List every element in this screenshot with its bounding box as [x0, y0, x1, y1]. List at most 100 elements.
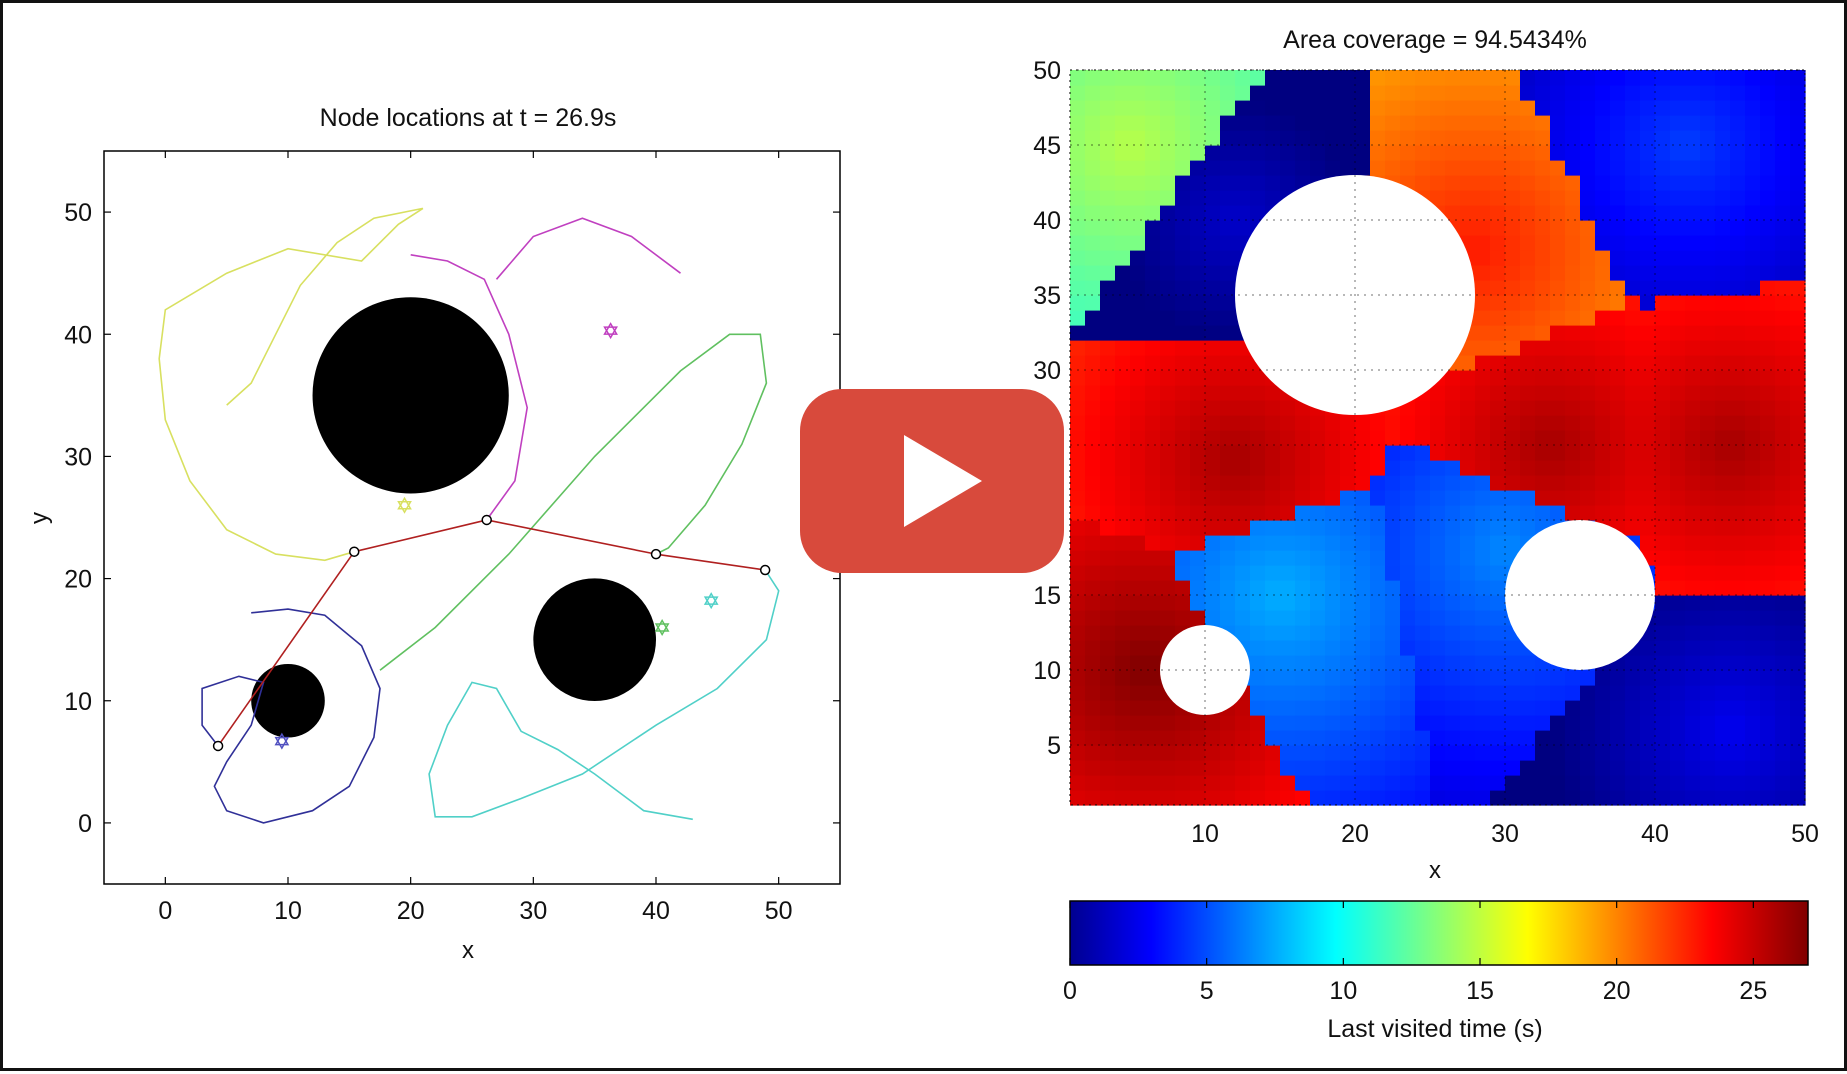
heatmap-cell	[1580, 505, 1596, 521]
heatmap-cell	[1460, 220, 1476, 236]
heatmap-cell	[1160, 400, 1176, 416]
heatmap-cell	[1745, 70, 1761, 86]
heatmap-cell	[1250, 130, 1266, 146]
heatmap-cell	[1700, 715, 1716, 731]
heatmap-cell	[1655, 115, 1671, 131]
heatmap-cell	[1670, 175, 1686, 191]
trajectory-line	[158, 207, 424, 562]
heatmap-cell	[1160, 370, 1176, 386]
heatmap-cell	[1220, 445, 1236, 461]
heatmap-cell	[1205, 160, 1221, 176]
heatmap-cell	[1175, 205, 1191, 221]
heatmap-cell	[1685, 265, 1701, 281]
heatmap-cell	[1655, 760, 1671, 776]
heatmap-cell	[1685, 310, 1701, 326]
heatmap-cell	[1160, 340, 1176, 356]
heatmap-cell	[1160, 505, 1176, 521]
heatmap-cell	[1220, 325, 1236, 341]
heatmap-cell	[1100, 250, 1116, 266]
heatmap-cell	[1520, 355, 1536, 371]
heatmap-cell	[1085, 460, 1101, 476]
heatmap-cell	[1595, 115, 1611, 131]
heatmap-cell	[1145, 205, 1161, 221]
heatmap-cell	[1355, 760, 1371, 776]
heatmap-cell	[1445, 670, 1461, 686]
heatmap-cell	[1745, 790, 1761, 806]
heatmap-cell	[1535, 115, 1551, 131]
heatmap-cell	[1145, 580, 1161, 596]
heatmap-cell	[1445, 595, 1461, 611]
heatmap-cell	[1220, 520, 1236, 536]
heatmap-cell	[1730, 475, 1746, 491]
heatmap-cell	[1490, 625, 1506, 641]
heatmap-cell	[1250, 460, 1266, 476]
y-tick-label: 10	[64, 688, 92, 716]
heatmap-cell	[1550, 370, 1566, 386]
heatmap-cell	[1430, 595, 1446, 611]
heatmap-cell	[1430, 130, 1446, 146]
heatmap-cell	[1505, 655, 1521, 671]
heatmap-cell	[1565, 490, 1581, 506]
heatmap-cell	[1385, 550, 1401, 566]
heatmap-cell	[1490, 415, 1506, 431]
heatmap-cell	[1625, 775, 1641, 791]
heatmap-cell	[1295, 760, 1311, 776]
heatmap-cell	[1205, 250, 1221, 266]
heatmap-cell	[1490, 130, 1506, 146]
heatmap-cell	[1415, 430, 1431, 446]
heatmap-cell	[1640, 100, 1656, 116]
heatmap-cell	[1205, 130, 1221, 146]
heatmap-cell	[1175, 220, 1191, 236]
heatmap-cell	[1145, 325, 1161, 341]
heatmap-cell	[1265, 730, 1281, 746]
heatmap-cell	[1205, 295, 1221, 311]
heatmap-cell	[1670, 550, 1686, 566]
heatmap-cell	[1190, 730, 1206, 746]
heatmap-cell	[1655, 85, 1671, 101]
heatmap-cell	[1145, 760, 1161, 776]
heatmap-cell	[1265, 160, 1281, 176]
heatmap-cell	[1295, 430, 1311, 446]
heatmap-cell	[1235, 220, 1251, 236]
heatmap-cell	[1415, 130, 1431, 146]
heatmap-cell	[1100, 655, 1116, 671]
heatmap-cell	[1580, 475, 1596, 491]
heatmap-cell	[1100, 745, 1116, 761]
heatmap-cell	[1595, 355, 1611, 371]
heatmap-cell	[1715, 595, 1731, 611]
heatmap-cell	[1295, 520, 1311, 536]
heatmap-cell	[1490, 310, 1506, 326]
heatmap-cell	[1175, 100, 1191, 116]
heatmap-cell	[1100, 610, 1116, 626]
heatmap-cell	[1385, 745, 1401, 761]
heatmap-cell	[1580, 685, 1596, 701]
heatmap-cell	[1280, 85, 1296, 101]
play-button[interactable]	[800, 389, 1064, 573]
heatmap-cell	[1730, 325, 1746, 341]
heatmap-cell	[1595, 175, 1611, 191]
right-x-label: x	[1429, 857, 1441, 884]
heatmap-cell	[1115, 145, 1131, 161]
heatmap-cell	[1340, 610, 1356, 626]
heatmap-cell	[1685, 145, 1701, 161]
node	[759, 564, 771, 576]
heatmap-cell	[1490, 385, 1506, 401]
heatmap-cell	[1685, 550, 1701, 566]
heatmap-cell	[1490, 610, 1506, 626]
heatmap-cell	[1610, 715, 1626, 731]
heatmap-cell	[1550, 250, 1566, 266]
heatmap-cell	[1685, 175, 1701, 191]
heatmap-cell	[1520, 115, 1536, 131]
heatmap-cell	[1235, 580, 1251, 596]
heatmap-cell	[1550, 355, 1566, 371]
heatmap-cell	[1475, 640, 1491, 656]
heatmap-cell	[1730, 280, 1746, 296]
heatmap-cell	[1070, 610, 1086, 626]
heatmap-cell	[1565, 325, 1581, 341]
heatmap-cell	[1790, 265, 1806, 281]
heatmap-cell	[1505, 535, 1521, 551]
heatmap-cell	[1085, 145, 1101, 161]
heatmap-cell	[1145, 565, 1161, 581]
heatmap-cell	[1775, 790, 1791, 806]
heatmap-cell	[1070, 400, 1086, 416]
